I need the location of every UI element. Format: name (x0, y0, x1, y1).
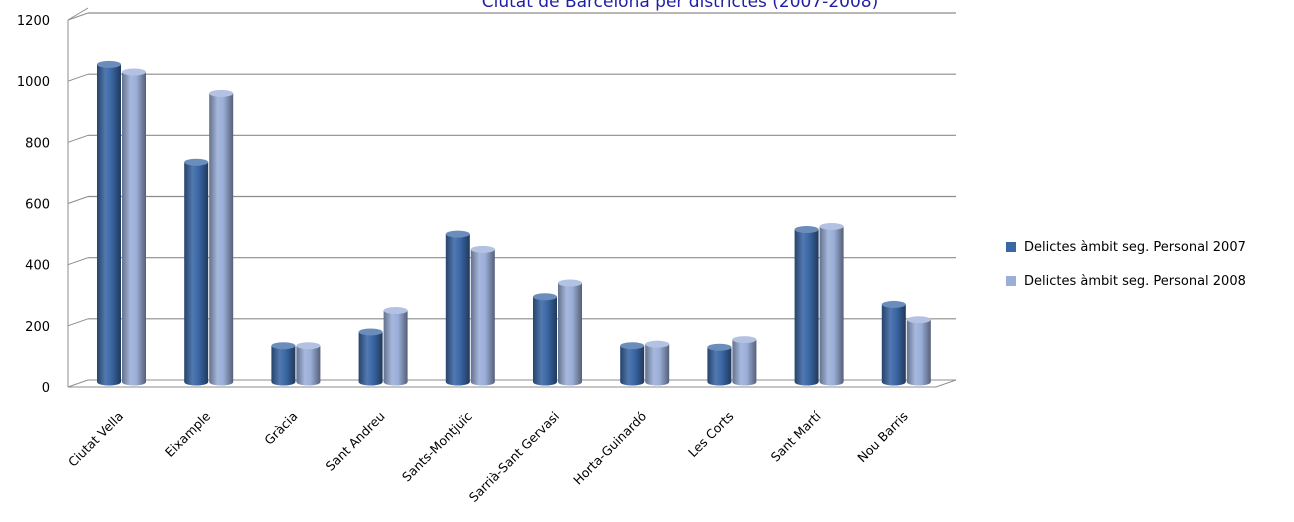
gridline-depth (67, 73, 89, 82)
x-tick-label: Les Corts (685, 409, 737, 461)
bar-top-2007 (184, 158, 209, 166)
chart-title: Ciutat de Barcelona per districtes (2007… (481, 0, 879, 12)
bar-2008 (732, 339, 757, 386)
bar-2008 (645, 344, 670, 386)
legend: Delictes àmbit seg. Personal 2007 Delict… (1006, 238, 1294, 306)
y-axis-top-edge (67, 7, 89, 21)
bar-2007 (881, 304, 906, 386)
x-tick-label: Eixample (162, 408, 214, 460)
legend-label-2008: Delictes àmbit seg. Personal 2008 (1024, 273, 1246, 289)
bar-2008 (296, 345, 321, 386)
bar-top-2007 (445, 230, 470, 238)
bar-top-2008 (470, 245, 495, 253)
bar-2008 (383, 310, 408, 386)
bar-2008 (122, 71, 146, 386)
bar-top-2008 (732, 336, 757, 344)
bar-top-2008 (906, 316, 931, 324)
bar-top-2007 (533, 293, 557, 301)
x-tick-label: Gràcia (261, 409, 300, 448)
bar-2008 (209, 93, 234, 386)
bar-2008 (558, 283, 582, 386)
gridline-depth (67, 12, 89, 21)
bar-top-2008 (296, 342, 321, 350)
bar-top-2007 (620, 342, 645, 350)
bar-2007 (533, 296, 557, 386)
bar-2007 (707, 347, 732, 386)
bar-top-2007 (794, 225, 819, 233)
bar-top-2008 (645, 340, 670, 348)
bar-2007 (620, 345, 645, 386)
x-tick-label: Ciutat Vella (65, 409, 126, 470)
y-tick-label: 600 (25, 198, 50, 213)
bar-top-2007 (271, 342, 296, 350)
bar-2007 (794, 229, 819, 386)
y-tick-label: 1200 (17, 14, 50, 29)
legend-item-2007: Delictes àmbit seg. Personal 2007 (1006, 238, 1294, 256)
bar-top-2007 (881, 300, 906, 308)
bar-2007 (358, 331, 383, 386)
bar-top-2007 (707, 343, 732, 351)
bar-top-2008 (209, 89, 234, 97)
legend-swatch-2008 (1006, 276, 1016, 286)
bar-2008 (906, 319, 931, 386)
bar-2008 (470, 249, 495, 386)
bar-top-2008 (383, 307, 408, 315)
bar-top-2007 (358, 328, 383, 336)
legend-swatch-2007 (1006, 242, 1016, 252)
y-tick-label: 800 (25, 136, 50, 151)
bar-top-2008 (122, 68, 146, 76)
legend-label-2007: Delictes àmbit seg. Personal 2007 (1024, 239, 1246, 255)
bar-2007 (184, 162, 209, 386)
bar-top-2008 (819, 222, 844, 230)
y-tick-label: 0 (42, 381, 50, 396)
y-tick-label: 1000 (17, 75, 50, 90)
x-tick-label: Sant Andreu (322, 409, 387, 474)
bar-top-2008 (558, 279, 582, 287)
gridline-depth (67, 134, 89, 143)
x-tick-label: Sarrià-Sant Gervasi (466, 409, 562, 505)
gridline-depth (67, 318, 89, 327)
x-tick-label: Sants-Montjuïc (399, 408, 475, 484)
bar-2007 (445, 234, 470, 386)
bar-2007 (97, 64, 122, 386)
x-tick-label: Sant Martí (768, 408, 824, 464)
x-tick-label: Horta-Guinardó (570, 409, 649, 488)
x-tick-label: Nou Barris (854, 409, 911, 466)
gridline-depth (67, 196, 89, 204)
bar-2007 (271, 345, 296, 386)
legend-item-2008: Delictes àmbit seg. Personal 2008 (1006, 272, 1294, 290)
bar-2008 (819, 226, 844, 386)
y-tick-label: 400 (25, 259, 50, 274)
bar-top-2007 (97, 60, 121, 68)
y-tick-label: 200 (25, 320, 50, 335)
gridline-depth (67, 257, 89, 266)
